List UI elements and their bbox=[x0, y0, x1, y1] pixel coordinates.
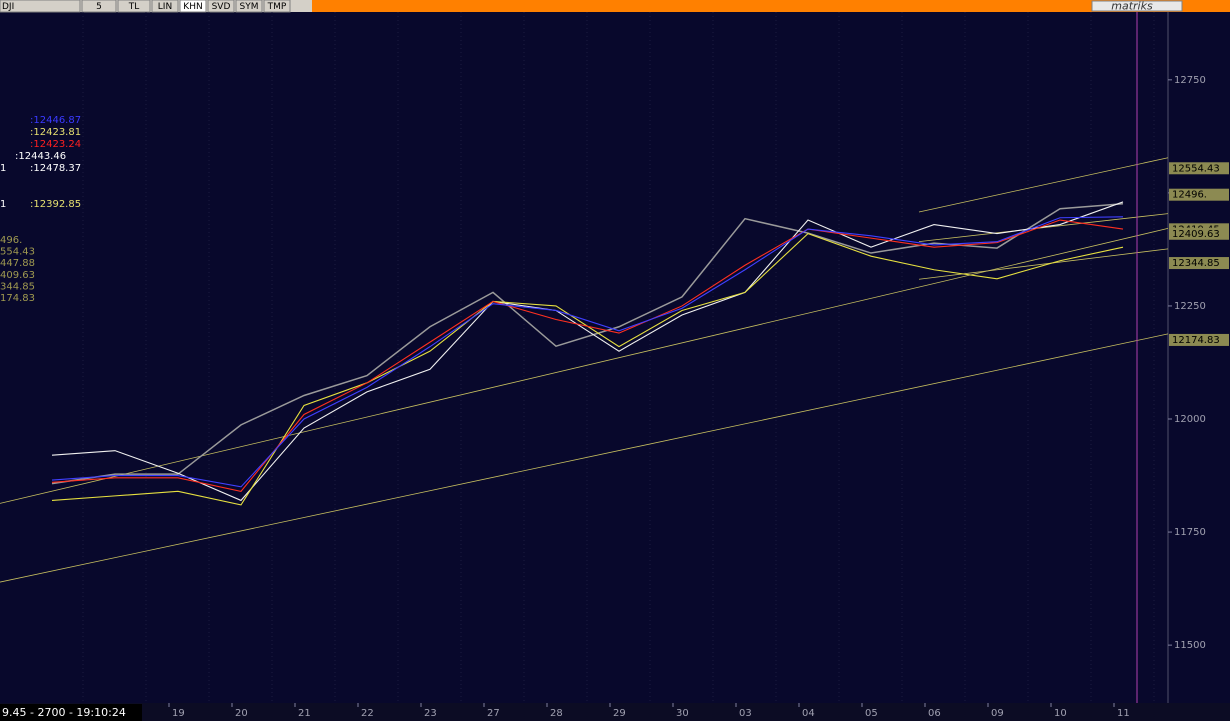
channel-line bbox=[918, 248, 1169, 280]
channel-line bbox=[0, 333, 1169, 583]
toolbar-button-label[interactable]: KHN bbox=[183, 2, 202, 12]
level-list-item: 447.88 bbox=[0, 258, 35, 269]
toolbar-button[interactable] bbox=[117, 0, 151, 13]
toolbar-button[interactable] bbox=[179, 0, 207, 13]
y-tick-label: 11500 bbox=[1174, 640, 1206, 651]
toolbar-button[interactable] bbox=[151, 0, 179, 13]
series-line bbox=[51, 201, 1124, 502]
x-tick-label: 23 bbox=[424, 708, 437, 719]
channel-line bbox=[918, 157, 1169, 213]
toolbar-button-label[interactable]: SVD bbox=[212, 2, 231, 12]
level-tag-label: 12554.43 bbox=[1172, 163, 1220, 174]
level-list-item: 344.85 bbox=[0, 281, 35, 292]
level-tag-label: 12344.85 bbox=[1172, 258, 1220, 269]
toolbar-strip bbox=[312, 0, 1230, 12]
x-tick-label: 06 bbox=[928, 708, 941, 719]
info-marker: 1 bbox=[0, 199, 6, 210]
toolbar-button-label[interactable]: 5 bbox=[96, 2, 102, 12]
channel-line bbox=[0, 228, 1169, 504]
toolbar-button-label[interactable]: SYM bbox=[240, 2, 259, 12]
level-tag bbox=[1169, 257, 1229, 270]
x-tick-label: 29 bbox=[613, 708, 626, 719]
status-box bbox=[0, 704, 142, 721]
toolbar-button[interactable] bbox=[263, 0, 291, 13]
info-value: :12478.37 bbox=[30, 163, 81, 174]
x-tick-label: 30 bbox=[676, 708, 689, 719]
toolbar-button[interactable] bbox=[235, 0, 263, 13]
info-value: :12423.81 bbox=[30, 127, 81, 138]
level-tag bbox=[1169, 162, 1229, 175]
toolbar-button-label[interactable]: TMP bbox=[267, 2, 287, 12]
brand-box bbox=[1091, 0, 1183, 12]
info-value: :12423.24 bbox=[30, 139, 81, 150]
level-list-item: 174.83 bbox=[0, 293, 35, 304]
level-tag bbox=[1169, 188, 1229, 201]
brand: matriks bbox=[1111, 0, 1153, 13]
y-tick-label: 12250 bbox=[1174, 301, 1206, 312]
series-line bbox=[51, 219, 1124, 492]
toolbar-button[interactable] bbox=[207, 0, 235, 13]
series-line bbox=[51, 216, 1124, 488]
y-tick-label: 12000 bbox=[1174, 414, 1206, 425]
x-tick-label: 11 bbox=[1117, 708, 1130, 719]
toolbar-button-label[interactable]: LIN bbox=[158, 2, 172, 12]
x-axis-panel bbox=[0, 703, 1230, 721]
level-list-item: 554.43 bbox=[0, 247, 35, 258]
info-value: :12443.46 bbox=[15, 151, 66, 162]
x-tick-label: 22 bbox=[361, 708, 374, 719]
level-list-item: 496. bbox=[0, 235, 22, 246]
level-tag bbox=[1169, 333, 1229, 346]
toolbar-button-label[interactable]: TL bbox=[128, 2, 140, 12]
toolbar-button[interactable] bbox=[81, 0, 117, 13]
status: 9.45 - 2700 - 19:10:24 bbox=[2, 706, 126, 719]
symbol: DJI bbox=[2, 2, 14, 12]
x-tick-label: 28 bbox=[550, 708, 563, 719]
x-tick-label: 20 bbox=[235, 708, 248, 719]
x-tick-label: 27 bbox=[487, 708, 500, 719]
level-tag bbox=[1169, 227, 1229, 240]
x-tick-label: 21 bbox=[298, 708, 311, 719]
level-tag-label: 12496. bbox=[1172, 190, 1207, 201]
x-tick-label: 03 bbox=[739, 708, 752, 719]
info-marker: 1 bbox=[0, 163, 6, 174]
info-value: :12392.85 bbox=[30, 199, 81, 210]
x-tick-label: 04 bbox=[802, 708, 815, 719]
channel-line bbox=[918, 213, 1169, 243]
level-tag-label: 12409.63 bbox=[1172, 229, 1220, 240]
symbol-field bbox=[0, 0, 81, 13]
level-tag-label: 12174.83 bbox=[1172, 335, 1220, 346]
y-tick-label: 11750 bbox=[1174, 527, 1206, 538]
x-tick-label: 09 bbox=[991, 708, 1004, 719]
x-tick-label: 19 bbox=[172, 708, 185, 719]
y-axis-panel bbox=[1168, 12, 1230, 703]
plot-area bbox=[0, 12, 1169, 703]
y-tick-label: 12750 bbox=[1174, 75, 1206, 86]
x-tick-label: 10 bbox=[1054, 708, 1067, 719]
level-list-item: 409.63 bbox=[0, 270, 35, 281]
info-value: :12446.87 bbox=[30, 115, 81, 126]
x-tick-label: 05 bbox=[865, 708, 878, 719]
